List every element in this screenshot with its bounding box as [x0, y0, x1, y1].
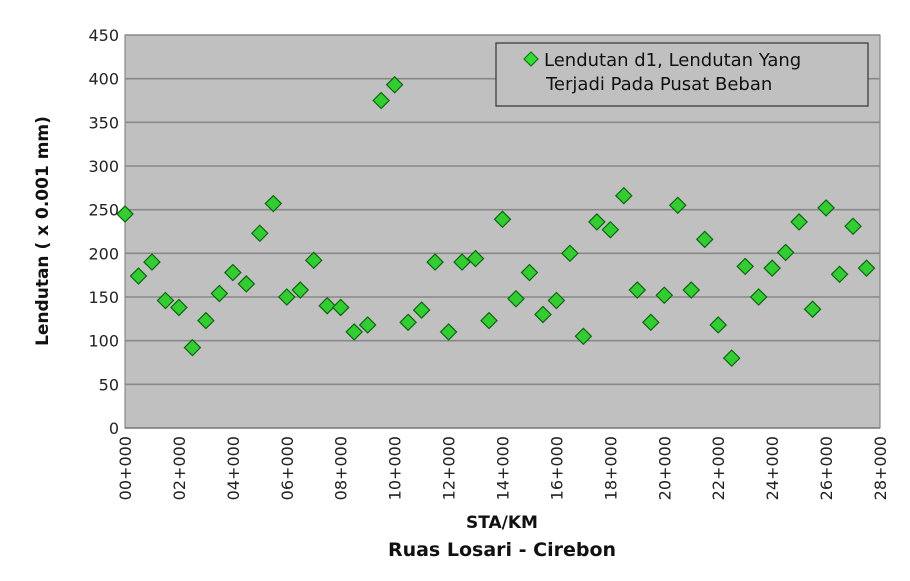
x-tick-label: 10+000 [386, 436, 405, 500]
data-point [466, 249, 485, 268]
data-point [628, 281, 647, 299]
data-point [116, 205, 134, 223]
data-point [709, 316, 728, 334]
data-point [143, 253, 161, 271]
data-point [534, 305, 552, 324]
data-point [210, 284, 229, 303]
data-point [493, 210, 512, 229]
chart-subtitle: Ruas Losari - Cirebon [388, 539, 616, 561]
x-tick-label: 16+000 [547, 436, 566, 500]
x-tick-label: 20+000 [655, 436, 674, 500]
x-tick-label: 28+000 [871, 436, 890, 500]
data-points [116, 75, 876, 367]
data-point [183, 338, 202, 357]
data-point [197, 311, 215, 330]
data-point [156, 291, 175, 310]
data-point [641, 313, 660, 332]
data-point [385, 75, 404, 94]
data-point [318, 296, 337, 315]
x-tick-label: 00+000 [116, 436, 135, 500]
x-tick-label: 02+000 [170, 436, 189, 500]
x-tick-label: 08+000 [332, 436, 351, 500]
x-tick-label: 18+000 [601, 436, 620, 500]
y-tick-label: 100 [88, 332, 119, 351]
y-tick-label: 50 [99, 375, 119, 394]
legend-marker-diamond-icon [523, 51, 539, 67]
y-tick-label: 200 [88, 244, 119, 263]
data-point [614, 186, 633, 205]
x-tick-label: 26+000 [817, 436, 836, 500]
x-tick-label: 04+000 [224, 436, 243, 500]
x-tick-label: 06+000 [278, 436, 297, 500]
y-tick-label: 350 [88, 113, 119, 132]
y-tick-label: 450 [88, 26, 119, 45]
data-point [682, 281, 701, 299]
data-point [480, 311, 498, 330]
data-point [520, 263, 539, 282]
legend-box [495, 42, 869, 107]
data-point [722, 349, 741, 367]
data-point [817, 199, 835, 217]
x-tick-label: 24+000 [763, 436, 782, 500]
data-point [857, 259, 876, 278]
data-point [790, 213, 808, 231]
data-point [412, 301, 431, 319]
data-point [372, 91, 391, 110]
data-point [655, 286, 674, 305]
y-tick-label: 150 [88, 288, 119, 307]
legend-label: Lendutan d1, Lendutan Yang Terjadi Pada P… [544, 50, 801, 95]
y-tick-labels: 0 50 100 150 200 250 300 350 400 450 [88, 26, 119, 438]
data-point [749, 288, 768, 306]
data-point [561, 244, 579, 263]
data-point [345, 323, 364, 341]
data-point [304, 251, 323, 270]
y-axis-label: Lendutan ( x 0.001 mm) [33, 116, 53, 346]
data-point [574, 327, 593, 346]
data-point [844, 217, 862, 236]
data-point [736, 257, 755, 276]
data-point [803, 300, 822, 319]
x-axis-label: STA/KM [466, 513, 538, 533]
data-point [507, 289, 525, 308]
x-tick-label: 22+000 [709, 436, 728, 500]
data-point [358, 316, 377, 334]
data-point [601, 220, 620, 239]
x-tick-label: 12+000 [440, 436, 459, 500]
y-tick-label: 400 [88, 70, 119, 89]
data-point [668, 196, 687, 215]
data-point [224, 263, 242, 282]
data-point [547, 291, 566, 310]
data-point [763, 259, 781, 278]
x-tick-label: 14+000 [494, 436, 513, 500]
data-point [277, 288, 296, 306]
y-tick-label: 0 [109, 419, 119, 438]
data-point [776, 243, 795, 262]
data-point [439, 323, 458, 341]
data-point [588, 213, 606, 231]
legend: Lendutan d1, Lendutan Yang Terjadi Pada P… [495, 42, 869, 107]
data-point [695, 230, 714, 249]
data-point [830, 265, 849, 284]
x-tick-labels: 00+000 02+000 04+000 06+000 08+000 10+000 12+0… [116, 436, 890, 500]
data-point [453, 253, 471, 271]
data-point [170, 298, 188, 317]
data-point [399, 313, 417, 332]
data-point [291, 281, 310, 299]
data-point [237, 275, 256, 293]
y-tick-label: 250 [88, 201, 119, 220]
data-point [264, 194, 283, 213]
y-tick-label: 300 [88, 157, 119, 176]
data-point [331, 298, 350, 317]
data-point [250, 224, 269, 243]
data-point [426, 253, 444, 271]
data-point [129, 267, 148, 285]
